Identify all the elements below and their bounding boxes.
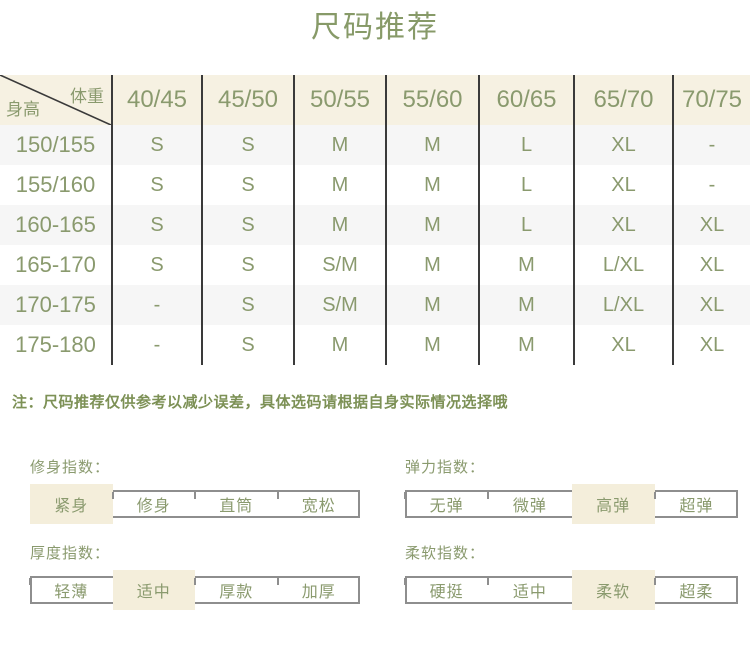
size-cell: - — [111, 285, 202, 325]
col-header: 70/75 — [672, 75, 750, 125]
size-cell: S — [201, 205, 294, 245]
size-cell: - — [672, 125, 750, 165]
stretch-index-section: 弹力指数： 无弹 微弹 高弹 超弹 — [403, 456, 738, 524]
index-option: 无弹 — [403, 484, 488, 524]
row-label: 170-175 — [15, 292, 96, 317]
index-option: 适中 — [112, 570, 195, 610]
size-cell: XL — [672, 245, 750, 285]
size-cell: XL — [672, 205, 750, 245]
size-cell: L/XL — [573, 285, 673, 325]
row-label: 150/155 — [15, 132, 96, 157]
thickness-index-label: 厚度指数： — [30, 545, 111, 562]
row-label: 165-170 — [15, 252, 96, 277]
softness-index-section: 柔软指数： 硬挺 适中 柔软 超柔 — [403, 542, 738, 610]
table-row: 160-165 S S M M L XL XL — [0, 205, 750, 245]
size-cell: M — [385, 125, 479, 165]
size-cell: M — [385, 245, 479, 285]
size-cell: M — [478, 285, 574, 325]
size-cell: S — [201, 165, 294, 205]
table-row: 165-170 S S S/M M M L/XL XL — [0, 245, 750, 285]
index-option: 修身 — [111, 484, 196, 524]
size-cell: L — [478, 125, 574, 165]
row-label: 155/160 — [15, 172, 96, 197]
index-option: 适中 — [487, 570, 571, 610]
index-option: 微弹 — [487, 484, 571, 524]
index-option: 柔软 — [571, 570, 655, 610]
size-cell: L — [478, 165, 574, 205]
size-cell: S — [201, 245, 294, 285]
index-option: 高弹 — [571, 484, 655, 524]
size-cell: S/M — [293, 285, 386, 325]
size-cell: - — [111, 325, 202, 365]
size-cell: M — [293, 325, 386, 365]
size-cell: L — [478, 205, 574, 245]
col-header: 65/70 — [573, 75, 673, 125]
table-row: 155/160 S S M M L XL - — [0, 165, 750, 205]
bar-frame — [30, 576, 360, 604]
size-cell: M — [385, 205, 479, 245]
size-cell: S — [111, 205, 202, 245]
size-cell: M — [385, 165, 479, 205]
index-option: 超弹 — [653, 484, 738, 524]
size-cell: S — [201, 285, 294, 325]
table-header-row: 体重 身高 40/45 45/50 50/55 55/60 60/65 65/7… — [0, 75, 750, 125]
index-sections: 修身指数： 紧身 修身 直筒 宽松 弹力指数： 无弹 微弹 高弹 超弹 厚度指数… — [0, 456, 750, 610]
row-label: 160-165 — [15, 212, 96, 237]
col-header: 60/65 — [478, 75, 574, 125]
size-cell: M — [478, 245, 574, 285]
row-label: 175-180 — [15, 332, 96, 357]
index-option: 硬挺 — [403, 570, 488, 610]
size-cell: XL — [573, 205, 673, 245]
size-cell: M — [385, 285, 479, 325]
height-axis-label: 身高 — [6, 100, 40, 119]
size-cell: L/XL — [573, 245, 673, 285]
size-cell: S — [111, 165, 202, 205]
thickness-index-bar: 轻薄 适中 厚款 加厚 — [29, 570, 361, 610]
index-option: 超柔 — [653, 570, 738, 610]
size-cell: XL — [573, 125, 673, 165]
col-header: 55/60 — [385, 75, 479, 125]
size-cell: M — [385, 325, 479, 365]
index-option: 轻薄 — [29, 570, 113, 610]
table-row: 175-180 - S M M M XL XL — [0, 325, 750, 365]
fit-index-section: 修身指数： 紧身 修身 直筒 宽松 — [30, 456, 360, 524]
fit-index-bar: 紧身 修身 直筒 宽松 — [30, 484, 360, 524]
index-option: 宽松 — [276, 484, 361, 524]
size-cell: S — [111, 125, 202, 165]
size-cell: M — [293, 205, 386, 245]
size-cell: S — [111, 245, 202, 285]
softness-index-label: 柔软指数： — [405, 545, 486, 562]
size-cell: S/M — [293, 245, 386, 285]
softness-index-bar: 硬挺 适中 柔软 超柔 — [403, 570, 738, 610]
index-option: 加厚 — [276, 570, 361, 610]
col-header: 50/55 — [293, 75, 386, 125]
table-row: 150/155 S S M M L XL - — [0, 125, 750, 165]
index-option: 直筒 — [194, 484, 278, 524]
size-cell: S — [201, 125, 294, 165]
stretch-index-bar: 无弹 微弹 高弹 超弹 — [403, 484, 738, 524]
corner-cell: 体重 身高 — [0, 75, 112, 125]
size-cell: XL — [672, 325, 750, 365]
size-cell: M — [478, 325, 574, 365]
size-cell: XL — [573, 325, 673, 365]
size-recommendation-table: 体重 身高 40/45 45/50 50/55 55/60 60/65 65/7… — [0, 75, 750, 365]
size-cell: XL — [573, 165, 673, 205]
table-row: 170-175 - S S/M M M L/XL XL — [0, 285, 750, 325]
col-header: 45/50 — [201, 75, 294, 125]
weight-axis-label: 体重 — [70, 87, 104, 106]
stretch-index-label: 弹力指数： — [405, 459, 486, 476]
thickness-index-section: 厚度指数： 轻薄 适中 厚款 加厚 — [29, 542, 361, 610]
index-option: 厚款 — [194, 570, 278, 610]
note-text: 注：尺码推荐仅供参考以减少误差，具体选码请根据自身实际情况选择哦 — [12, 394, 509, 411]
diagonal-line — [0, 75, 111, 125]
fit-index-label: 修身指数： — [30, 459, 111, 476]
size-cell: S — [201, 325, 294, 365]
size-cell: M — [293, 165, 386, 205]
col-header: 40/45 — [111, 75, 202, 125]
size-cell: - — [672, 165, 750, 205]
page-title: 尺码推荐 — [311, 11, 439, 44]
size-cell: XL — [672, 285, 750, 325]
index-option: 紧身 — [30, 484, 113, 524]
size-cell: M — [293, 125, 386, 165]
